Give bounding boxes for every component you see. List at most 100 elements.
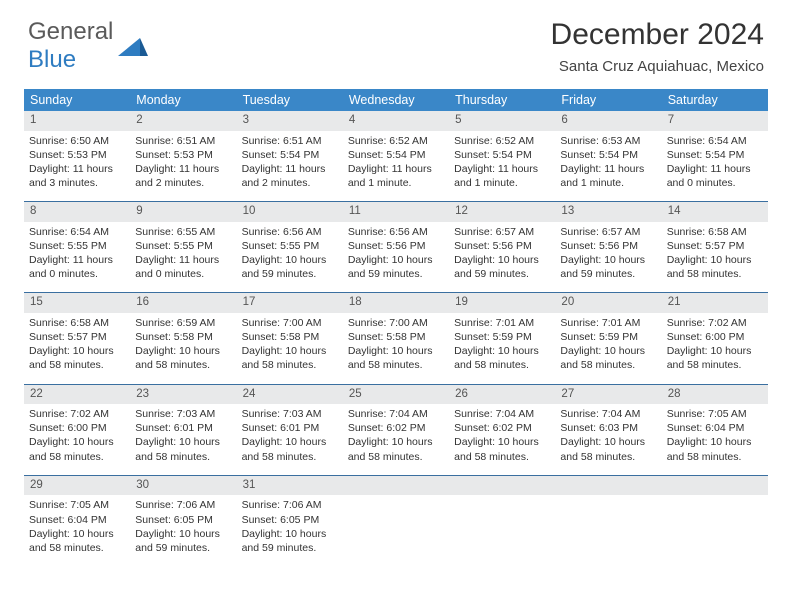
- sunrise-text: Sunrise: 7:05 AM: [29, 498, 125, 512]
- sunrise-text: Sunrise: 6:57 AM: [454, 225, 550, 239]
- day-body: Sunrise: 6:57 AMSunset: 5:56 PMDaylight:…: [555, 222, 661, 287]
- logo: General Blue: [28, 18, 148, 74]
- daylight-text: Daylight: 10 hours and 59 minutes.: [135, 527, 231, 555]
- daylight-text: Daylight: 11 hours and 1 minute.: [454, 162, 550, 190]
- calendar-cell: 28Sunrise: 7:05 AMSunset: 6:04 PMDayligh…: [662, 385, 768, 469]
- daylight-text: Daylight: 10 hours and 58 minutes.: [667, 253, 763, 281]
- sunrise-text: Sunrise: 6:58 AM: [29, 316, 125, 330]
- day-number: 30: [130, 476, 236, 496]
- sunrise-text: Sunrise: 6:51 AM: [135, 134, 231, 148]
- sunrise-text: Sunrise: 6:52 AM: [454, 134, 550, 148]
- daylight-text: Daylight: 10 hours and 59 minutes.: [348, 253, 444, 281]
- day-body: Sunrise: 7:01 AMSunset: 5:59 PMDaylight:…: [449, 313, 555, 378]
- day-body: Sunrise: 6:56 AMSunset: 5:56 PMDaylight:…: [343, 222, 449, 287]
- page-header: General Blue December 2024 Santa Cruz Aq…: [0, 0, 792, 81]
- calendar-cell: 18Sunrise: 7:00 AMSunset: 5:58 PMDayligh…: [343, 293, 449, 377]
- sunset-text: Sunset: 5:55 PM: [242, 239, 338, 253]
- day-body: Sunrise: 6:53 AMSunset: 5:54 PMDaylight:…: [555, 131, 661, 196]
- day-body: Sunrise: 6:54 AMSunset: 5:55 PMDaylight:…: [24, 222, 130, 287]
- calendar-cell: 23Sunrise: 7:03 AMSunset: 6:01 PMDayligh…: [130, 385, 236, 469]
- calendar-cell: 6Sunrise: 6:53 AMSunset: 5:54 PMDaylight…: [555, 111, 661, 195]
- sunrise-text: Sunrise: 6:54 AM: [29, 225, 125, 239]
- sunrise-text: Sunrise: 6:56 AM: [242, 225, 338, 239]
- day-body: Sunrise: 7:03 AMSunset: 6:01 PMDaylight:…: [130, 404, 236, 469]
- daylight-text: Daylight: 10 hours and 58 minutes.: [348, 344, 444, 372]
- day-number: 1: [24, 111, 130, 131]
- day-body: Sunrise: 7:04 AMSunset: 6:02 PMDaylight:…: [449, 404, 555, 469]
- day-number: 6: [555, 111, 661, 131]
- sunrise-text: Sunrise: 6:53 AM: [560, 134, 656, 148]
- calendar-week: 8Sunrise: 6:54 AMSunset: 5:55 PMDaylight…: [24, 201, 768, 286]
- calendar-cell: 30Sunrise: 7:06 AMSunset: 6:05 PMDayligh…: [130, 476, 236, 560]
- day-number: 18: [343, 293, 449, 313]
- sunrise-text: Sunrise: 7:03 AM: [135, 407, 231, 421]
- sunset-text: Sunset: 6:04 PM: [667, 421, 763, 435]
- logo-text-general: General: [28, 18, 113, 45]
- day-body: Sunrise: 7:00 AMSunset: 5:58 PMDaylight:…: [343, 313, 449, 378]
- sunrise-text: Sunrise: 6:55 AM: [135, 225, 231, 239]
- calendar-cell: 31Sunrise: 7:06 AMSunset: 6:05 PMDayligh…: [237, 476, 343, 560]
- calendar-cell: 26Sunrise: 7:04 AMSunset: 6:02 PMDayligh…: [449, 385, 555, 469]
- calendar-cell: 2 Sunrise: 6:51 AMSunset: 5:53 PMDaylight…: [130, 111, 236, 195]
- sunset-text: Sunset: 6:03 PM: [560, 421, 656, 435]
- day-header-cell: Monday: [130, 89, 236, 111]
- day-body: Sunrise: 7:05 AMSunset: 6:04 PMDaylight:…: [24, 495, 130, 560]
- daylight-text: Daylight: 10 hours and 58 minutes.: [667, 435, 763, 463]
- sunset-text: Sunset: 5:56 PM: [560, 239, 656, 253]
- day-number: 3: [237, 111, 343, 131]
- sunrise-text: Sunrise: 6:51 AM: [242, 134, 338, 148]
- logo-text-blue: Blue: [28, 46, 76, 73]
- day-body: Sunrise: 6:55 AMSunset: 5:55 PMDaylight:…: [130, 222, 236, 287]
- daylight-text: Daylight: 11 hours and 0 minutes.: [667, 162, 763, 190]
- day-header-row: SundayMondayTuesdayWednesdayThursdayFrid…: [24, 89, 768, 111]
- sunset-text: Sunset: 5:57 PM: [667, 239, 763, 253]
- daylight-text: Daylight: 10 hours and 58 minutes.: [348, 435, 444, 463]
- sunset-text: Sunset: 5:53 PM: [29, 148, 125, 162]
- day-body: Sunrise: 6:57 AMSunset: 5:56 PMDaylight:…: [449, 222, 555, 287]
- daylight-text: Daylight: 10 hours and 59 minutes.: [454, 253, 550, 281]
- calendar-cell: [343, 476, 449, 560]
- calendar-week: 1Sunrise: 6:50 AMSunset: 5:53 PMDaylight…: [24, 111, 768, 195]
- sunrise-text: Sunrise: 6:50 AM: [29, 134, 125, 148]
- sunset-text: Sunset: 5:53 PM: [135, 148, 231, 162]
- calendar-cell: 24Sunrise: 7:03 AMSunset: 6:01 PMDayligh…: [237, 385, 343, 469]
- calendar-cell: 13Sunrise: 6:57 AMSunset: 5:56 PMDayligh…: [555, 202, 661, 286]
- daylight-text: Daylight: 10 hours and 59 minutes.: [242, 527, 338, 555]
- day-body: Sunrise: 7:06 AMSunset: 6:05 PMDaylight:…: [130, 495, 236, 560]
- day-body: Sunrise: 7:04 AMSunset: 6:03 PMDaylight:…: [555, 404, 661, 469]
- calendar-cell: 25Sunrise: 7:04 AMSunset: 6:02 PMDayligh…: [343, 385, 449, 469]
- day-number: 2: [130, 111, 236, 131]
- daylight-text: Daylight: 11 hours and 2 minutes.: [135, 162, 231, 190]
- sunrise-text: Sunrise: 6:52 AM: [348, 134, 444, 148]
- calendar-cell: 15Sunrise: 6:58 AMSunset: 5:57 PMDayligh…: [24, 293, 130, 377]
- daylight-text: Daylight: 11 hours and 2 minutes.: [242, 162, 338, 190]
- sunrise-text: Sunrise: 7:05 AM: [667, 407, 763, 421]
- sunset-text: Sunset: 6:00 PM: [29, 421, 125, 435]
- calendar-cell: 17Sunrise: 7:00 AMSunset: 5:58 PMDayligh…: [237, 293, 343, 377]
- sunset-text: Sunset: 6:02 PM: [454, 421, 550, 435]
- daylight-text: Daylight: 10 hours and 58 minutes.: [135, 435, 231, 463]
- sunset-text: Sunset: 5:54 PM: [667, 148, 763, 162]
- calendar-cell: 21Sunrise: 7:02 AMSunset: 6:00 PMDayligh…: [662, 293, 768, 377]
- daylight-text: Daylight: 11 hours and 3 minutes.: [29, 162, 125, 190]
- day-body: Sunrise: 6:51 AMSunset: 5:54 PMDaylight:…: [237, 131, 343, 196]
- sunrise-text: Sunrise: 7:04 AM: [348, 407, 444, 421]
- daylight-text: Daylight: 10 hours and 58 minutes.: [135, 344, 231, 372]
- calendar-week: 29Sunrise: 7:05 AMSunset: 6:04 PMDayligh…: [24, 475, 768, 560]
- sunset-text: Sunset: 5:59 PM: [560, 330, 656, 344]
- sunset-text: Sunset: 6:05 PM: [135, 513, 231, 527]
- sunset-text: Sunset: 6:02 PM: [348, 421, 444, 435]
- daylight-text: Daylight: 11 hours and 0 minutes.: [135, 253, 231, 281]
- daylight-text: Daylight: 10 hours and 58 minutes.: [29, 344, 125, 372]
- sunrise-text: Sunrise: 7:06 AM: [242, 498, 338, 512]
- day-number: 9: [130, 202, 236, 222]
- calendar-cell: [449, 476, 555, 560]
- daylight-text: Daylight: 11 hours and 1 minute.: [560, 162, 656, 190]
- calendar-cell: 20Sunrise: 7:01 AMSunset: 5:59 PMDayligh…: [555, 293, 661, 377]
- day-number: 20: [555, 293, 661, 313]
- daylight-text: Daylight: 10 hours and 58 minutes.: [667, 344, 763, 372]
- day-body: Sunrise: 7:00 AMSunset: 5:58 PMDaylight:…: [237, 313, 343, 378]
- calendar: SundayMondayTuesdayWednesdayThursdayFrid…: [24, 89, 768, 560]
- day-body: Sunrise: 7:04 AMSunset: 6:02 PMDaylight:…: [343, 404, 449, 469]
- sunrise-text: Sunrise: 7:06 AM: [135, 498, 231, 512]
